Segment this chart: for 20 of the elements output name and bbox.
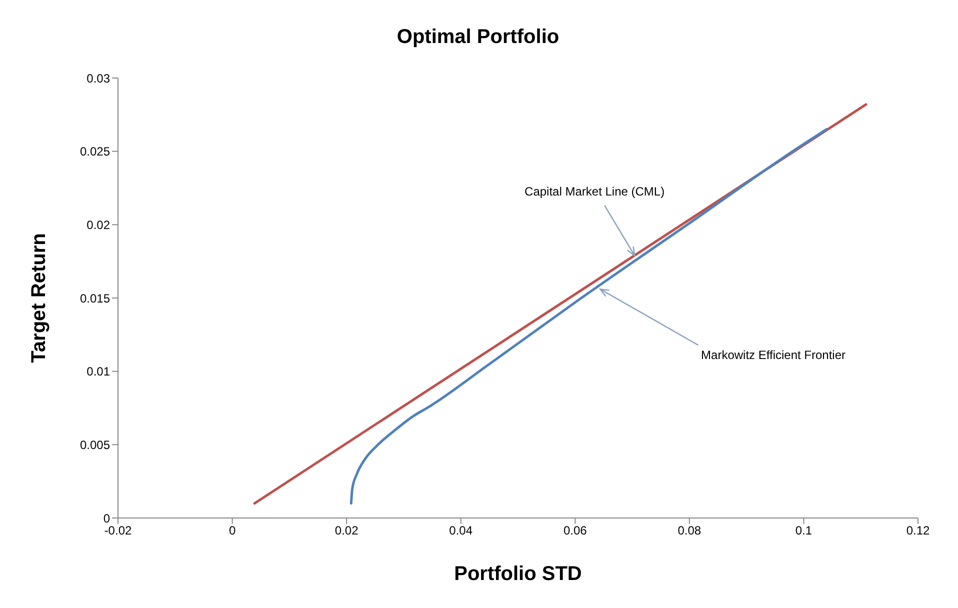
y-tick-label: 0.03 bbox=[86, 71, 110, 86]
y-tick-label: 0.025 bbox=[80, 144, 110, 159]
y-tick-label: 0.01 bbox=[86, 364, 110, 379]
x-axis-title: Portfolio STD bbox=[454, 563, 582, 585]
x-tick-label: 0.02 bbox=[334, 524, 359, 538]
x-tick-label: -0.02 bbox=[104, 524, 132, 538]
x-tick-label: 0.08 bbox=[678, 524, 702, 538]
y-tick-label: 0.015 bbox=[80, 291, 110, 306]
x-tick-label: 0.06 bbox=[563, 524, 588, 538]
x-tick-label: 0.04 bbox=[449, 524, 473, 538]
x-tick-label: 0.1 bbox=[795, 524, 812, 538]
x-tick-label: 0.12 bbox=[906, 524, 930, 538]
x-tick-label: 0 bbox=[228, 524, 236, 538]
y-tick-label: 0.02 bbox=[86, 218, 110, 232]
y-tick-label: 0 bbox=[103, 511, 110, 526]
y-tick-label: 0.005 bbox=[80, 438, 110, 452]
annotation: Capital Market Line (CML) bbox=[524, 184, 665, 198]
chart-title: Optimal Portfolio bbox=[396, 26, 560, 49]
annotation: Markowitz Efficient Frontier bbox=[701, 348, 846, 362]
y-axis-title: Target Return bbox=[28, 233, 50, 363]
